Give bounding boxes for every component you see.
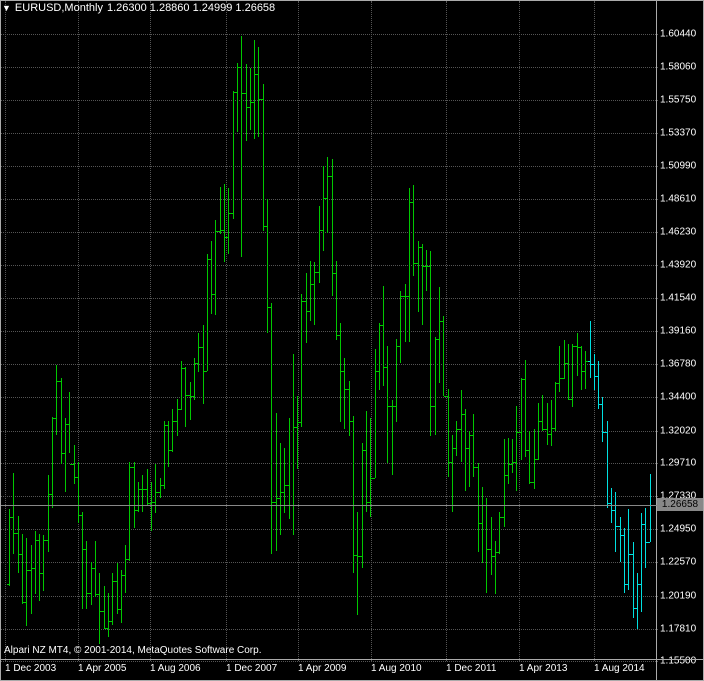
gridline-h [1, 298, 658, 299]
y-tick-label: 1.43920 [660, 259, 696, 270]
y-tick-label: 1.48610 [660, 194, 696, 205]
x-axis: 1 Dec 2003 1 Apr 2005 1 Aug 2006 1 Dec 2007… [1, 659, 658, 680]
gridline-h [1, 265, 658, 266]
y-tick-label: 1.41540 [660, 292, 696, 303]
gridline-h [1, 166, 658, 167]
y-tick-label: 1.24950 [660, 524, 696, 535]
x-tick-label: 1 Dec 2007 [226, 663, 277, 674]
gridline-h [1, 133, 658, 134]
gridline-v [226, 1, 227, 661]
gridline-h [1, 529, 658, 530]
gridline-h [1, 496, 658, 497]
gridline-v [150, 1, 151, 661]
y-tick-label: 1.60440 [660, 29, 696, 40]
y-tick-label: 1.20190 [660, 590, 696, 601]
price-line [1, 505, 658, 506]
x-tick-label: 1 Apr 2013 [519, 663, 567, 674]
gridline-h [1, 199, 658, 200]
gridline-v [371, 1, 372, 661]
gridline-h [1, 562, 658, 563]
chart-title: ▼ EURUSD,Monthly 1.26300 1.28860 1.24999… [2, 2, 275, 14]
y-tick-label: 1.58060 [660, 62, 696, 73]
y-tick-label: 1.53370 [660, 127, 696, 138]
chart-container: ▼ EURUSD,Monthly 1.26300 1.28860 1.24999… [0, 0, 704, 681]
price-tag: 1.26658 [657, 498, 703, 511]
gridline-h [1, 331, 658, 332]
gridline-h [1, 232, 658, 233]
gridline-v [298, 1, 299, 661]
y-tick-label: 1.36780 [660, 359, 696, 370]
y-tick-label: 1.17810 [660, 623, 696, 634]
gridline-v [446, 1, 447, 661]
axis-corner [656, 659, 703, 680]
y-tick-label: 1.46230 [660, 227, 696, 238]
y-tick-label: 1.39160 [660, 326, 696, 337]
x-tick-label: 1 Aug 2010 [371, 663, 422, 674]
gridline-h [1, 34, 658, 35]
ohlc-label: 1.26300 1.28860 1.24999 1.26658 [107, 2, 275, 14]
gridline-h [1, 100, 658, 101]
y-axis: 1.60440 1.58060 1.55750 1.53370 1.50990 1.486… [656, 1, 703, 661]
symbol-label: EURUSD,Monthly [15, 2, 103, 14]
y-tick-label: 1.29710 [660, 457, 696, 468]
y-tick-label: 1.32020 [660, 425, 696, 436]
y-tick-label: 1.50990 [660, 161, 696, 172]
gridline-h [1, 397, 658, 398]
gridline-h [1, 431, 658, 432]
gridline-h [1, 67, 658, 68]
gridline-v [519, 1, 520, 661]
y-tick-label: 1.22570 [660, 557, 696, 568]
plot-area[interactable] [1, 1, 658, 661]
gridline-h [1, 463, 658, 464]
x-tick-label: 1 Aug 2014 [594, 663, 645, 674]
copyright-label: Alpari NZ MT4, © 2001-2014, MetaQuotes S… [4, 645, 261, 656]
y-tick-label: 1.55750 [660, 94, 696, 105]
x-tick-label: 1 Apr 2005 [78, 663, 126, 674]
x-tick-label: 1 Dec 2011 [446, 663, 496, 674]
dropdown-icon[interactable]: ▼ [2, 3, 11, 13]
y-tick-label: 1.34400 [660, 392, 696, 403]
gridline-v [78, 1, 79, 661]
gridline-v [5, 1, 6, 661]
gridline-v [594, 1, 595, 661]
x-tick-label: 1 Dec 2003 [5, 663, 56, 674]
x-tick-label: 1 Apr 2009 [298, 663, 346, 674]
x-tick-label: 1 Aug 2006 [150, 663, 201, 674]
